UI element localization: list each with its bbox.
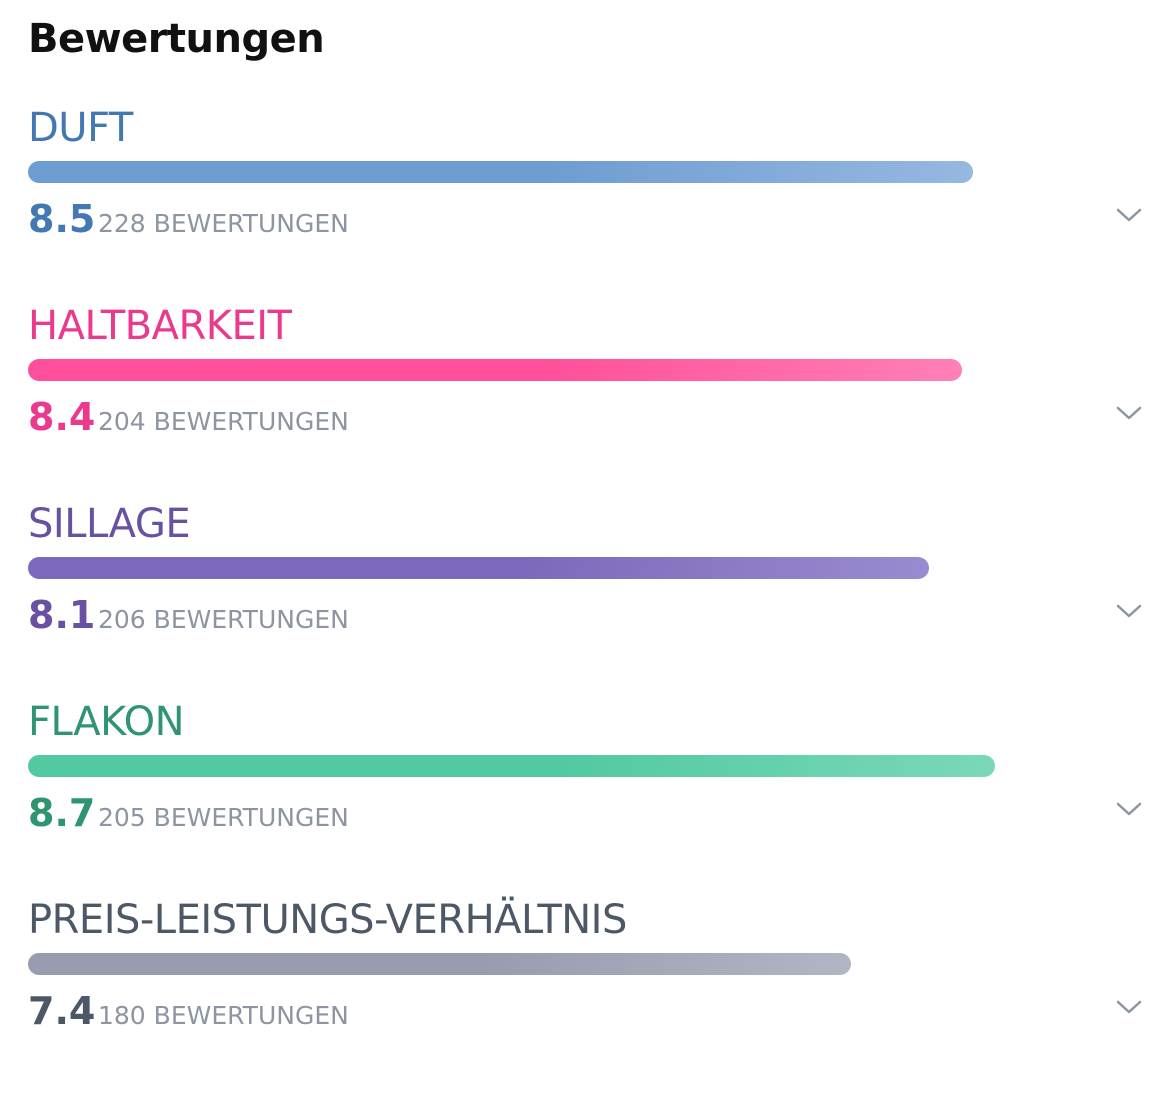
rating-count: 204 BEWERTUNGEN bbox=[98, 407, 349, 436]
rating-bar bbox=[28, 161, 974, 183]
rating-bar bbox=[28, 953, 851, 975]
rating-count: 206 BEWERTUNGEN bbox=[98, 605, 349, 634]
rating-score: 7.4 bbox=[28, 989, 96, 1033]
count-number: 205 bbox=[98, 803, 146, 832]
rating-row[interactable]: PREIS-LEISTUNGS-VERHÄLTNIS 7.4 180 BEWERTU… bbox=[0, 897, 1170, 1095]
rating-label: PREIS-LEISTUNGS-VERHÄLTNIS bbox=[28, 897, 627, 943]
rating-score: 8.7 bbox=[28, 791, 96, 835]
chevron-icon bbox=[1116, 406, 1142, 420]
expand-chevron[interactable] bbox=[1116, 603, 1142, 623]
chevron-icon bbox=[1116, 1000, 1142, 1014]
count-unit: BEWERTUNGEN bbox=[153, 803, 349, 832]
expand-chevron[interactable] bbox=[1116, 207, 1142, 227]
count-unit: BEWERTUNGEN bbox=[153, 407, 349, 436]
rating-row[interactable]: DUFT 8.5 228 BEWERTUNGEN bbox=[0, 105, 1170, 303]
chevron-icon bbox=[1116, 802, 1142, 816]
rating-score: 8.1 bbox=[28, 593, 96, 637]
rating-count: 228 BEWERTUNGEN bbox=[98, 209, 349, 238]
rating-label: FLAKON bbox=[28, 699, 185, 745]
rating-bar bbox=[28, 557, 929, 579]
rating-row[interactable]: HALTBARKEIT 8.4 204 BEWERTUNGEN bbox=[0, 303, 1170, 501]
rating-label: DUFT bbox=[28, 105, 133, 151]
rating-label: HALTBARKEIT bbox=[28, 303, 292, 349]
section-title: Bewertungen bbox=[28, 16, 325, 62]
rating-row[interactable]: SILLAGE 8.1 206 BEWERTUNGEN bbox=[0, 501, 1170, 699]
count-unit: BEWERTUNGEN bbox=[153, 605, 349, 634]
rating-bar bbox=[28, 755, 996, 777]
count-number: 180 bbox=[98, 1001, 146, 1030]
chevron-icon bbox=[1116, 604, 1142, 618]
rating-score: 8.4 bbox=[28, 395, 96, 439]
count-unit: BEWERTUNGEN bbox=[153, 209, 349, 238]
rating-row[interactable]: FLAKON 8.7 205 BEWERTUNGEN bbox=[0, 699, 1170, 897]
count-number: 206 bbox=[98, 605, 146, 634]
expand-chevron[interactable] bbox=[1116, 801, 1142, 821]
chevron-icon bbox=[1116, 208, 1142, 222]
rating-count: 180 BEWERTUNGEN bbox=[98, 1001, 349, 1030]
rating-score: 8.5 bbox=[28, 197, 96, 241]
count-unit: BEWERTUNGEN bbox=[153, 1001, 349, 1030]
page: Bewertungen DUFT 8.5 228 BEWERTUNGEN HALTBA… bbox=[0, 16, 1170, 1033]
count-number: 204 bbox=[98, 407, 146, 436]
count-number: 228 bbox=[98, 209, 146, 238]
rating-bar bbox=[28, 359, 963, 381]
expand-chevron[interactable] bbox=[1116, 999, 1142, 1019]
rating-count: 205 BEWERTUNGEN bbox=[98, 803, 349, 832]
rating-label: SILLAGE bbox=[28, 501, 191, 547]
expand-chevron[interactable] bbox=[1116, 405, 1142, 425]
